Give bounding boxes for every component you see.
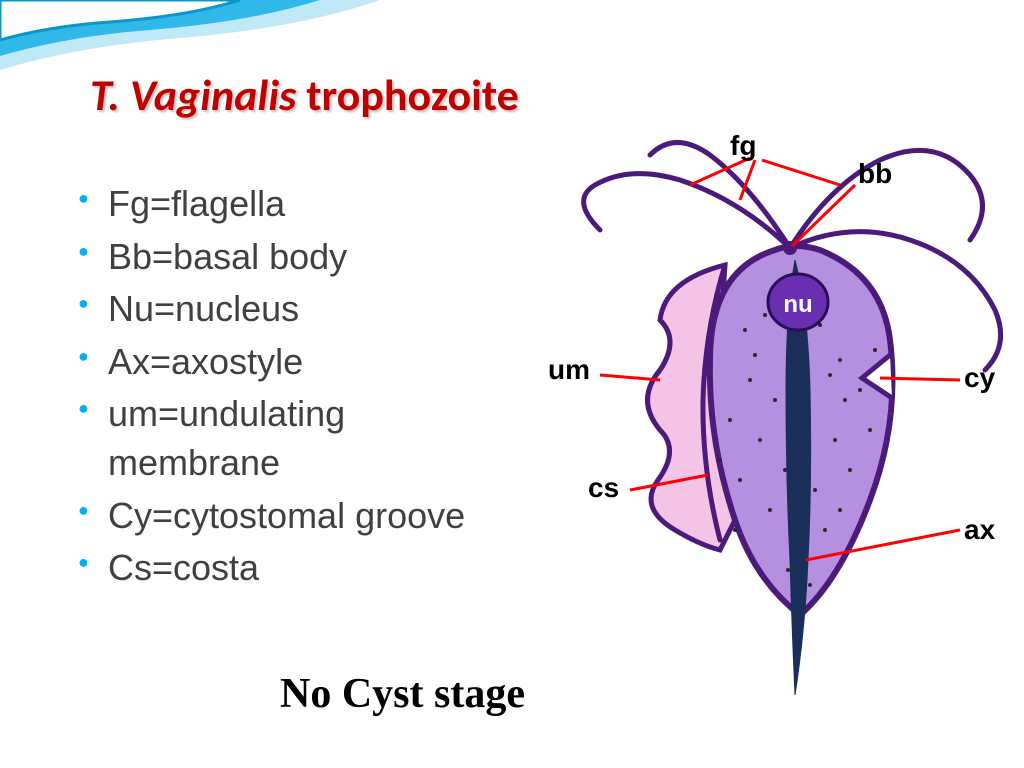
- legend-list: Fg=flagella Bb=basal body Nu=nucleus Ax=…: [70, 180, 500, 597]
- nucleus-label-text: nu: [783, 291, 812, 318]
- label-cy: cy: [964, 362, 995, 394]
- legend-item: Fg=flagella: [70, 180, 500, 229]
- legend-item: Cs=costa: [70, 544, 500, 593]
- legend-item: Nu=nucleus: [70, 285, 500, 334]
- slide: T. Vaginalis trophozoite Fg=flagella Bb=…: [0, 0, 1024, 768]
- label-cs: cs: [588, 472, 619, 504]
- legend-item: Bb=basal body: [70, 233, 500, 282]
- legend-item: um=undulating membrane: [70, 390, 500, 487]
- title-italic: T. Vaginalis: [90, 68, 296, 122]
- trophozoite-diagram: nu: [540, 130, 1010, 710]
- legend-item: Ax=axostyle: [70, 338, 500, 387]
- label-um: um: [548, 354, 590, 386]
- footer-note: No Cyst stage: [280, 670, 525, 718]
- label-ax: ax: [964, 514, 995, 546]
- slide-title: T. Vaginalis trophozoite: [90, 68, 519, 122]
- label-bb: bb: [858, 158, 892, 190]
- legend-item: Cy=cytostomal groove: [70, 492, 500, 541]
- label-fg: fg: [730, 130, 756, 162]
- title-rest: trophozoite: [296, 68, 518, 122]
